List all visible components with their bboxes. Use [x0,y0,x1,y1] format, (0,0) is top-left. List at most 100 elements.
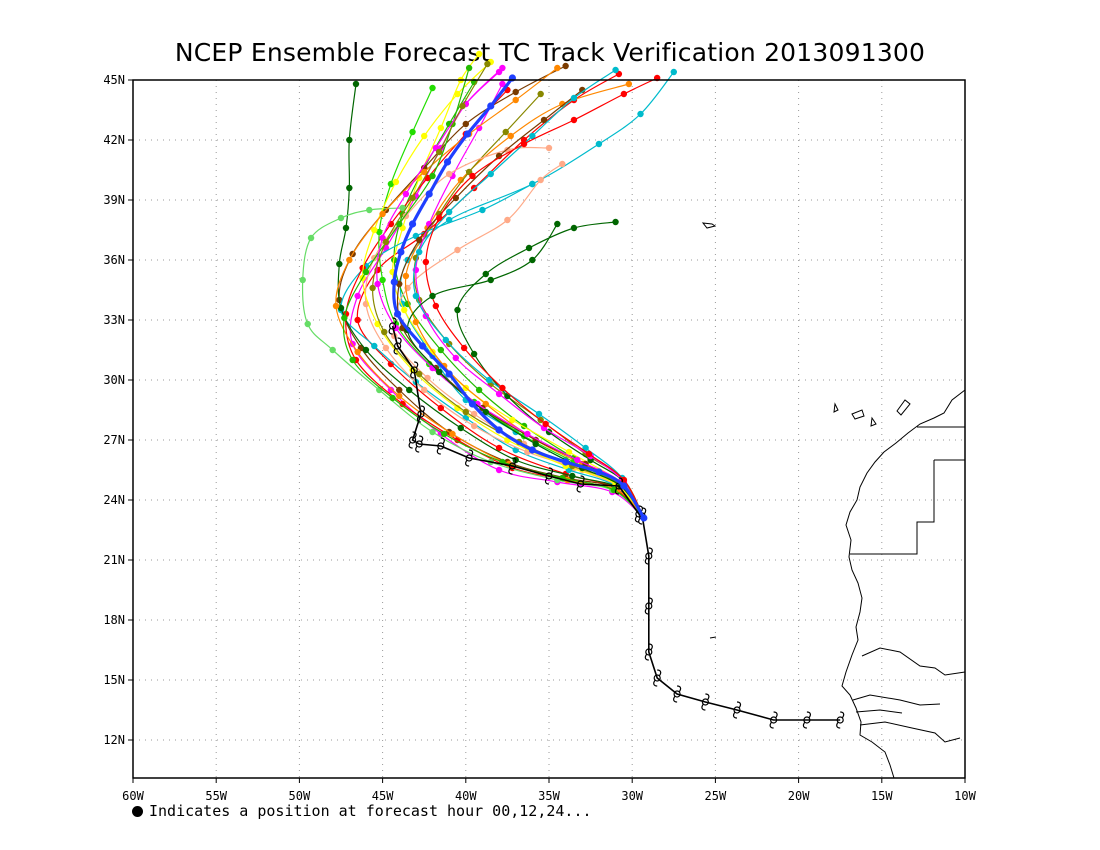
forecast-position-dot [454,404,461,412]
island [701,222,717,229]
longitude-axis: 60W 55W 50W 45W 40W 35W 30W 25W 20W 15W 10W [122,778,977,803]
lat-tick-label: 45N [103,73,125,87]
forecast-position-dot [452,194,460,202]
ensemble-mean-dot [468,400,477,408]
forecast-position-dot [342,224,350,232]
forecast-position-dot [512,96,519,104]
tropical-cyclone-symbol-icon [673,685,682,703]
tropical-cyclone-symbol-icon [415,435,424,453]
forecast-position-dot [409,128,416,136]
forecast-position-dot [399,204,406,212]
tropical-cyclone-symbol-icon [653,669,662,687]
forecast-position-dot [499,384,506,392]
forecast-position-dot [354,316,361,324]
forecast-position-dot [402,190,410,198]
forecast-position-dot [382,344,390,352]
forecast-position-dot [396,392,403,400]
forecast-position-dot [387,180,395,188]
ensemble-mean-dot [562,458,570,466]
forecast-position-dot [387,386,395,394]
lat-tick-label: 36N [103,253,125,267]
forecast-position-dot [435,148,443,156]
tropical-cyclone-symbol-icon [802,711,811,729]
tropical-cyclone-symbol-icon [769,711,778,729]
forecast-position-dot [421,386,428,394]
forecast-position-dot [540,116,548,124]
forecast-position-dot [482,270,489,278]
forecast-position-dot [362,346,370,354]
lat-tick-label: 33N [103,313,125,327]
forecast-position-dot [354,348,361,356]
country-border [861,647,966,676]
forecast-position-dot [574,456,581,464]
lon-tick-label: 20W [788,789,810,803]
ensemble-mean-dot [408,220,417,228]
forecast-position-dot [504,216,511,224]
forecast-position-dot [401,306,408,314]
forecast-position-dot [435,368,443,376]
forecast-position-dot [402,272,410,280]
ensemble-mean-dot [620,482,628,490]
tropical-cyclone-symbol-icon [465,449,474,467]
lon-tick-label: 30W [621,789,643,803]
forecast-position-dot [416,248,423,256]
forecast-position-dot [406,386,413,394]
island [709,636,717,639]
africa-coastline [841,389,966,779]
tropical-cyclone-symbol-icon [436,437,445,455]
tropical-cyclone-symbol-icon [701,693,710,711]
forecast-position-dot [457,176,465,184]
tropical-cyclone-symbol-icon [644,597,653,615]
forecast-position-dot [502,128,509,136]
forecast-position-dot [670,68,677,76]
lon-tick-label: 60W [122,789,144,803]
lon-tick-label: 10W [954,789,976,803]
lon-tick-label: 40W [455,789,477,803]
forecast-position-dot [470,410,478,418]
forecast-position-dot [487,170,494,178]
lon-tick-label: 50W [289,789,311,803]
lat-tick-label: 27N [103,433,125,447]
forecast-position-dot [545,144,553,152]
forecast-position-dot [442,336,450,344]
forecast-position-dot [366,206,373,214]
forecast-position-dot [452,354,460,362]
forecast-position-dot [457,424,465,432]
forecast-position-dot [352,80,360,88]
tropical-cyclone-symbol-icon [388,317,397,335]
forecast-position-dot [454,246,461,254]
forecast-position-dot [499,80,506,88]
forecast-position-dot [495,444,503,452]
forecast-position-dot [529,256,536,264]
forecast-position-dot [585,450,593,458]
forecast-position-dot [620,90,628,98]
forecast-position-dot [374,280,381,288]
tropical-cyclone-symbol-icon [410,361,419,379]
forecast-position-dot [437,124,445,132]
forecast-position-dot [459,102,466,110]
forecast-position-dot [376,228,383,236]
forecast-position-dot [625,80,633,88]
forecast-position-dot [532,440,539,448]
forecast-position-dot [392,178,400,186]
forecast-position-dot [559,160,566,168]
forecast-position-dot [437,346,445,354]
lon-tick-label: 55W [205,789,227,803]
forecast-position-dot [475,50,483,58]
forecast-position-dot [412,292,420,300]
forecast-position-dot [440,430,448,438]
forecast-position-dot [537,176,544,184]
forecast-position-dot [570,94,578,102]
forecast-position-dot [432,302,440,310]
forecast-position-dot [529,180,536,188]
forecast-position-dot [484,60,491,68]
forecast-position-dot [416,236,423,244]
lon-tick-label: 15W [871,789,893,803]
island [833,402,839,413]
forecast-position-dot [349,356,356,364]
legend-note-text: Indicates a position at forecast hour 00… [149,802,592,820]
ensemble-member-track [422,74,661,519]
forecast-position-dot [412,318,420,326]
country-border [852,694,941,706]
forecast-position-dot [454,306,461,314]
